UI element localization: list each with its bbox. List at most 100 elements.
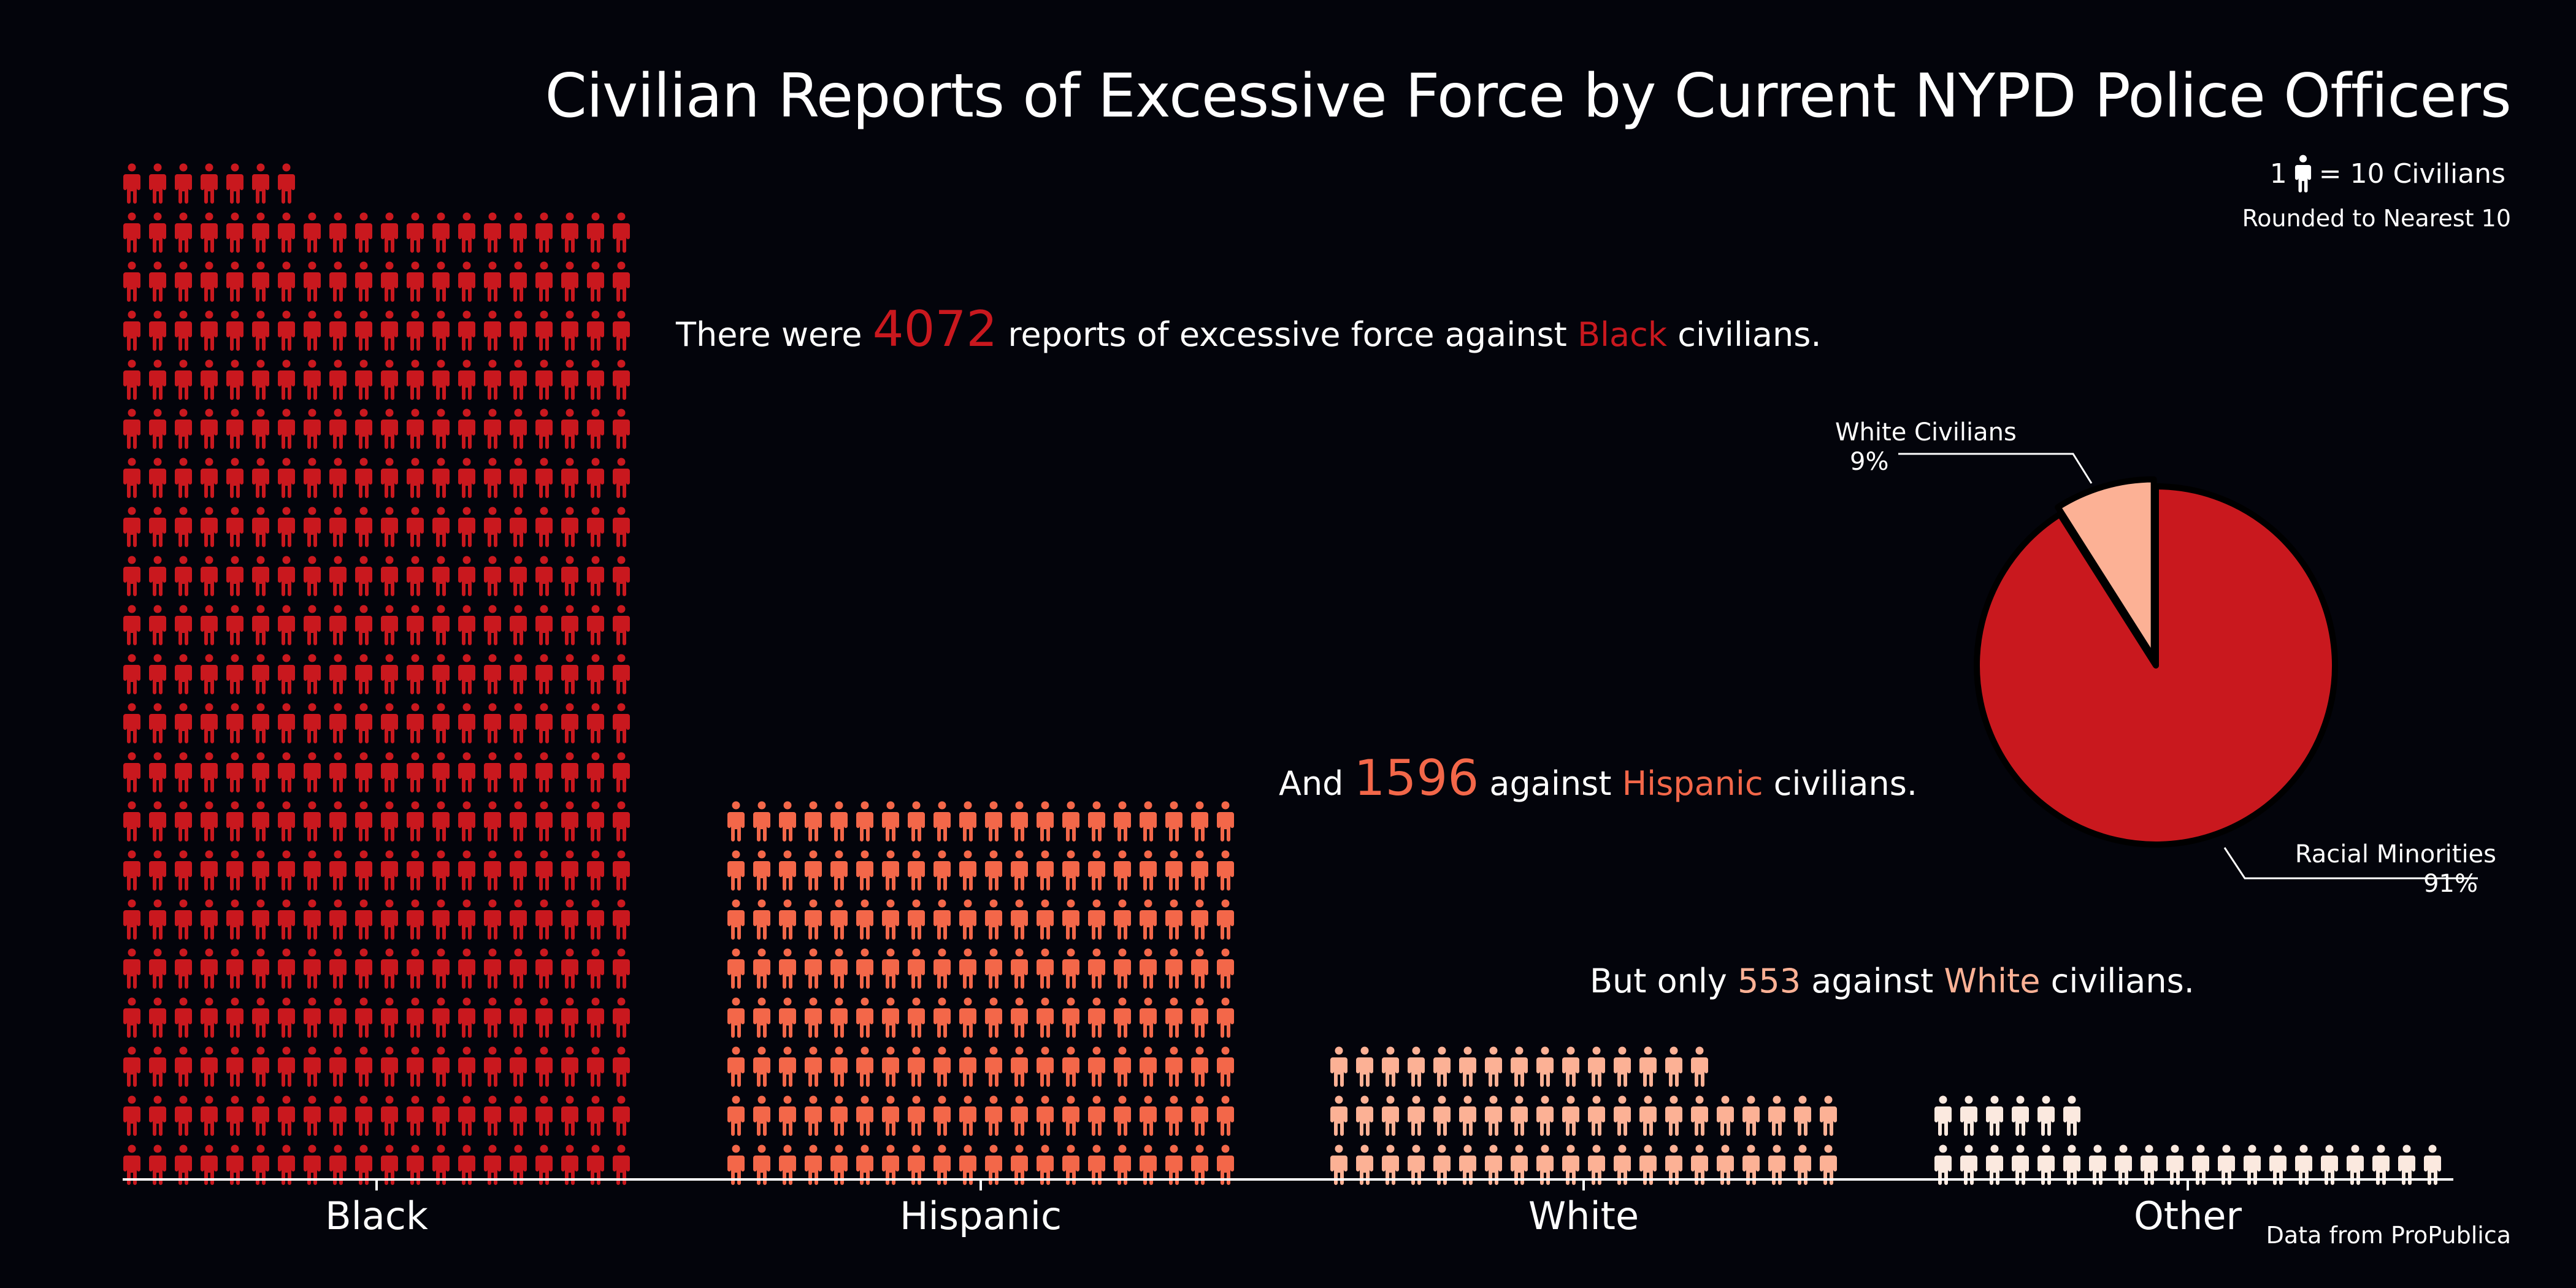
annotation-number: 553 xyxy=(1738,962,1801,1000)
person-icon xyxy=(123,1095,140,1136)
person-icon xyxy=(252,703,269,743)
person-icon xyxy=(510,408,527,449)
annotation-hispanic: And 1596 against Hispanic civilians. xyxy=(1279,749,1917,807)
person-icon xyxy=(1037,850,1054,891)
person-icon xyxy=(2037,1095,2055,1136)
person-icon xyxy=(959,1095,976,1136)
person-icon xyxy=(149,1046,166,1087)
person-icon xyxy=(613,408,630,449)
person-icon xyxy=(149,703,166,743)
person-icon xyxy=(561,1046,578,1087)
person-icon xyxy=(856,801,873,841)
person-icon xyxy=(1217,899,1234,940)
person-icon xyxy=(458,654,475,694)
person-icon xyxy=(432,948,450,989)
person-icon xyxy=(252,605,269,645)
person-icon xyxy=(561,605,578,645)
person-icon xyxy=(587,261,604,302)
person-icon xyxy=(561,408,578,449)
person-icon xyxy=(407,556,424,596)
person-icon xyxy=(458,310,475,351)
person-icon xyxy=(1217,801,1234,841)
person-icon xyxy=(1037,948,1054,989)
person-icon xyxy=(149,359,166,400)
person-icon xyxy=(510,261,527,302)
person-icon xyxy=(149,899,166,940)
person-icon xyxy=(278,899,295,940)
person-icon xyxy=(613,1046,630,1087)
person-icon xyxy=(1717,1095,1734,1136)
person-icon xyxy=(201,507,218,547)
person-icon xyxy=(561,997,578,1038)
person-icon xyxy=(613,899,630,940)
person-icon xyxy=(882,899,899,940)
person-icon xyxy=(226,310,243,351)
person-icon xyxy=(908,899,925,940)
person-icon xyxy=(226,899,243,940)
person-icon xyxy=(407,605,424,645)
person-icon xyxy=(304,212,321,253)
person-icon xyxy=(432,801,450,841)
person-icon xyxy=(123,703,140,743)
x-tick-label: Hispanic xyxy=(900,1194,1062,1238)
person-icon xyxy=(1614,1095,1631,1136)
person-icon xyxy=(510,605,527,645)
person-icon xyxy=(510,1095,527,1136)
person-icon xyxy=(587,801,604,841)
person-icon xyxy=(407,507,424,547)
person-icon xyxy=(1191,948,1208,989)
person-icon xyxy=(432,359,450,400)
person-icon xyxy=(587,408,604,449)
person-icon xyxy=(252,359,269,400)
person-icon xyxy=(613,261,630,302)
person-icon xyxy=(561,310,578,351)
person-icon xyxy=(1665,1095,1682,1136)
person-icon xyxy=(1088,997,1105,1038)
person-icon xyxy=(1088,1095,1105,1136)
person-icon xyxy=(933,1046,951,1087)
person-icon xyxy=(1588,1095,1605,1136)
person-icon xyxy=(933,801,951,841)
person-icon xyxy=(908,850,925,891)
person-icon xyxy=(1011,801,1028,841)
person-icon xyxy=(587,556,604,596)
person-icon xyxy=(1639,1095,1657,1136)
x-tick-label: White xyxy=(1528,1194,1639,1238)
person-icon xyxy=(561,1095,578,1136)
person-icon xyxy=(381,997,398,1038)
annotation-text: against xyxy=(1489,764,1612,803)
pie-label-white: White Civilians xyxy=(1835,418,2017,447)
person-icon xyxy=(252,163,269,204)
person-icon xyxy=(252,997,269,1038)
person-icon xyxy=(329,948,347,989)
person-icon xyxy=(329,1095,347,1136)
person-icon xyxy=(329,458,347,498)
person-icon xyxy=(1062,850,1079,891)
person-icon xyxy=(201,605,218,645)
person-icon xyxy=(226,948,243,989)
person-icon xyxy=(355,310,372,351)
person-icon xyxy=(278,310,295,351)
person-icon xyxy=(1665,1046,1682,1087)
person-icon xyxy=(329,261,347,302)
person-icon xyxy=(329,801,347,841)
person-icon xyxy=(278,948,295,989)
person-icon xyxy=(535,408,553,449)
person-icon xyxy=(587,850,604,891)
person-icon xyxy=(1511,1046,1528,1087)
person-icon xyxy=(252,801,269,841)
person-icon xyxy=(329,408,347,449)
person-icon xyxy=(535,458,553,498)
person-icon xyxy=(779,1046,796,1087)
person-icon xyxy=(933,1095,951,1136)
person-icon xyxy=(1330,1046,1347,1087)
person-icon xyxy=(613,1095,630,1136)
person-icon xyxy=(329,556,347,596)
person-icon xyxy=(381,703,398,743)
person-icon xyxy=(908,1095,925,1136)
person-icon xyxy=(830,948,848,989)
person-icon xyxy=(226,801,243,841)
person-icon xyxy=(535,1046,553,1087)
person-icon xyxy=(805,850,822,891)
person-icon xyxy=(304,310,321,351)
